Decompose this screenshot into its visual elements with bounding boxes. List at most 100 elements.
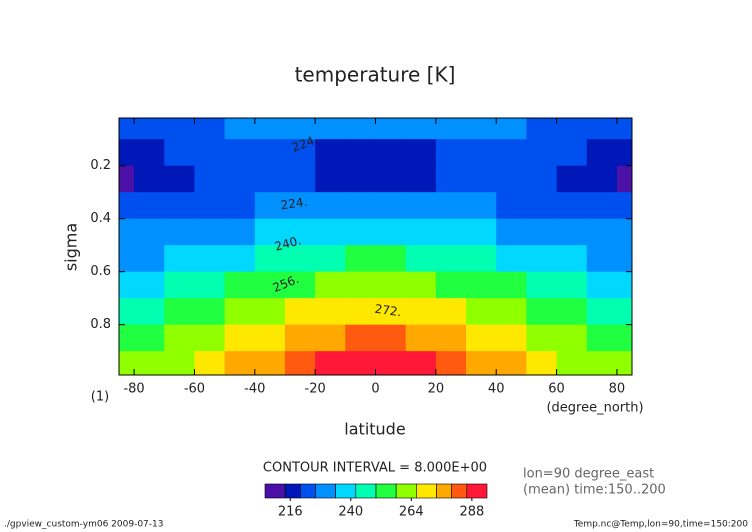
y-tick-label: 0.2 [90,158,111,173]
contour-cell [466,298,497,326]
colorbar-box [466,483,488,499]
contour-cell [466,351,497,375]
contour-cell [466,271,497,299]
contour-cell [134,351,165,375]
contour-cell [405,165,437,193]
contour-cell [254,118,286,140]
contour-cell [224,351,256,375]
contour-cell [586,139,618,167]
contour-cell [224,118,256,140]
contour-cell [496,192,527,220]
contour-cell [496,245,527,273]
footer-right: Temp.nc@Temp,lon=90,time=150:200 [573,520,748,530]
contour-cell [526,218,558,246]
y-axis-label: sigma [62,223,81,271]
contour-label: 272. [374,302,402,320]
contour-cell [616,218,632,246]
contour-cell [466,245,497,273]
contour-cell [284,271,316,299]
contour-cell [284,298,316,326]
contour-cell [284,245,316,273]
colorbar-tick-label: 240 [338,505,363,520]
y-axis-unit: (1) [91,390,109,405]
contour-cell [616,324,632,352]
contour-cell [119,351,135,375]
contour-cell [345,118,376,140]
x-axis-label: latitude [344,420,405,439]
contour-cell [556,218,588,246]
contour-cell [586,218,618,246]
contour-cell [405,218,437,246]
contour-cell [405,324,437,352]
contour-cell [134,139,165,167]
contour-cell [375,245,407,273]
contour-cell [284,118,316,140]
contour-cell [466,324,497,352]
contour-cell [526,139,558,167]
contour-cell [616,351,632,375]
contour-cell [164,324,195,352]
contour-cell [586,324,618,352]
contour-cell [405,245,437,273]
contour-cell [345,351,376,375]
contour-cell [616,118,632,140]
contour-cell [556,165,588,193]
contour-cell [466,192,497,220]
contour-cell [119,165,135,193]
note: lon=90 degree_east [523,467,654,482]
contour-cell [119,118,135,140]
contour-cell [224,218,256,246]
contour-cell [164,165,195,193]
contour-cell [405,271,437,299]
colorbar-box [375,483,397,499]
x-tick-label: -80 [123,382,144,397]
contour-label: 240. [273,233,302,253]
contour-cell [315,218,346,246]
contour-cell [586,165,618,193]
contour-cell [119,298,135,326]
contour-cell [254,271,286,299]
contour-cell [435,298,467,326]
colorbar-box [300,483,316,499]
contour-cell [496,298,527,326]
colorbar-box [395,483,417,499]
colorbar-box [451,483,468,499]
x-tick-label: 60 [548,382,565,397]
contour-cell [586,351,618,375]
contour-cell [435,351,467,375]
contour-cell [315,271,346,299]
contour-cell [254,218,286,246]
note: (mean) time:150..200 [523,483,666,498]
contour-cell [254,351,286,375]
contour-cell [224,165,256,193]
colorbar-tick-label: 288 [459,505,484,520]
contour-cell [466,218,497,246]
contour-cell [224,324,256,352]
contour-cell [284,218,316,246]
contour-cell [119,218,135,246]
contour-cell [375,298,407,326]
contour-cell [284,324,316,352]
contour-cell [194,245,226,273]
contour-cell [496,118,527,140]
contour-cell [315,118,346,140]
contour-cell [134,271,165,299]
contour-cell [435,165,467,193]
contour-cell [435,192,467,220]
colorbar-tick-label: 264 [399,505,424,520]
contour-cell [526,298,558,326]
contour-cell [435,324,467,352]
contour-cell [254,165,286,193]
contour-cell [164,351,195,375]
contour-label: 224. [280,195,308,213]
colorbar-box [355,483,377,499]
footer-left: ./gpview_custom-ym06 2009-07-13 [4,520,164,530]
contour-cell [616,245,632,273]
contour-cell [194,271,226,299]
contour-cell [375,218,407,246]
contour-cell [496,165,527,193]
contour-field [119,118,632,375]
contour-cell [194,324,226,352]
contour-cell [254,139,286,167]
